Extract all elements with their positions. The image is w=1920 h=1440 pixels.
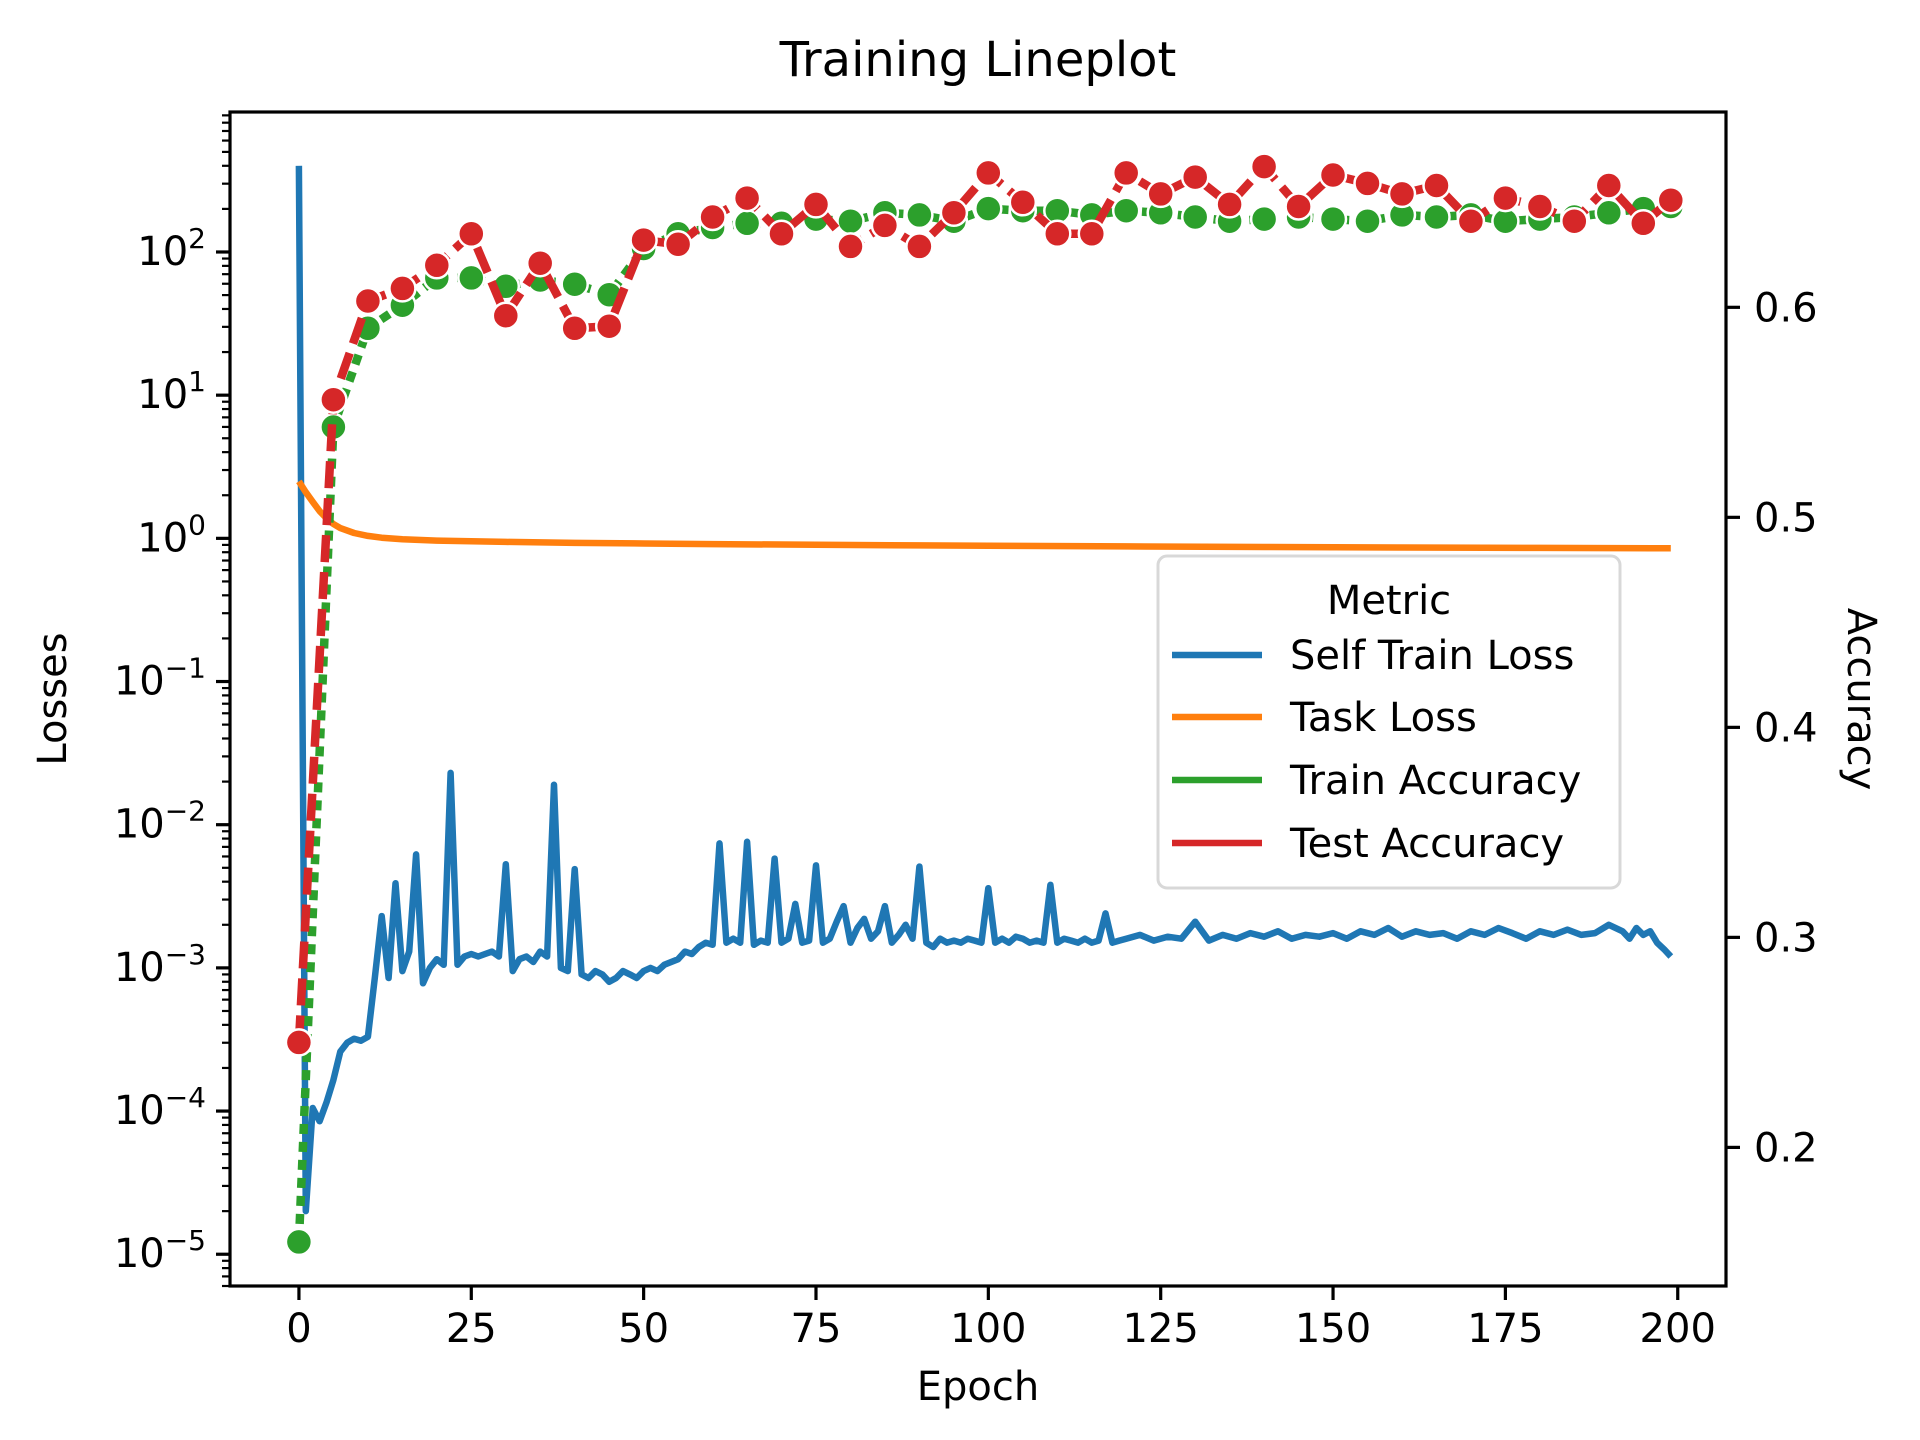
data-point-marker-test-accuracy bbox=[1008, 188, 1038, 217]
series-layer bbox=[284, 152, 1686, 1257]
data-point-marker-test-accuracy bbox=[594, 311, 624, 341]
data-point-marker-test-accuracy bbox=[1629, 209, 1658, 238]
x-axis-tick-label: 200 bbox=[1640, 1306, 1716, 1352]
data-point-marker-test-accuracy bbox=[1456, 206, 1486, 236]
x-axis-tick-label: 125 bbox=[1123, 1306, 1199, 1352]
data-point-marker-test-accuracy bbox=[1318, 160, 1348, 190]
data-point-marker-test-accuracy bbox=[1077, 219, 1107, 249]
data-point-marker-test-accuracy bbox=[353, 286, 383, 316]
y-right-tick-label: 0.3 bbox=[1754, 915, 1818, 961]
y-right-tick-label: 0.5 bbox=[1754, 495, 1818, 541]
data-point-marker-train-accuracy bbox=[1180, 202, 1210, 232]
y-right-tick-label: 0.2 bbox=[1754, 1125, 1818, 1171]
data-point-marker-train-accuracy bbox=[1111, 196, 1141, 225]
series-line-task-loss bbox=[296, 479, 1671, 552]
data-point-marker-test-accuracy bbox=[457, 219, 486, 249]
data-point-marker-test-accuracy bbox=[1656, 185, 1686, 215]
data-point-marker-train-accuracy bbox=[1353, 206, 1382, 236]
x-axis-label: Epoch bbox=[917, 1364, 1039, 1410]
data-point-marker-test-accuracy bbox=[974, 158, 1003, 188]
data-point-marker-test-accuracy bbox=[698, 202, 727, 232]
x-axis-tick-label: 50 bbox=[618, 1306, 669, 1352]
axes-spines bbox=[228, 110, 1728, 1288]
legend-item-train-accuracy: Train Accuracy bbox=[1172, 758, 1581, 804]
legend-label-self-train-loss: Self Train Loss bbox=[1290, 633, 1574, 679]
data-point-marker-test-accuracy bbox=[422, 251, 452, 280]
x-axis-tick-label: 175 bbox=[1467, 1306, 1543, 1352]
data-point-marker-test-accuracy bbox=[1525, 192, 1555, 221]
data-point-marker-test-accuracy bbox=[1215, 190, 1244, 219]
data-point-marker-test-accuracy bbox=[284, 1028, 314, 1057]
legend-item-test-accuracy: Test Accuracy bbox=[1172, 821, 1564, 867]
data-point-marker-train-accuracy bbox=[457, 263, 486, 293]
data-point-marker-train-accuracy bbox=[974, 194, 1003, 223]
y-left-tick-label: 10−5 bbox=[114, 1224, 206, 1277]
data-point-marker-train-accuracy bbox=[560, 269, 589, 299]
x-axis-tick-label: 75 bbox=[791, 1306, 842, 1352]
data-point-marker-test-accuracy bbox=[1560, 206, 1589, 236]
data-point-marker-test-accuracy bbox=[560, 314, 589, 343]
data-point-marker-test-accuracy bbox=[1353, 169, 1382, 198]
y-left-tick-label: 10−4 bbox=[114, 1081, 206, 1134]
legend-label-train-accuracy: Train Accuracy bbox=[1289, 758, 1581, 804]
data-point-marker-train-accuracy bbox=[1318, 204, 1348, 234]
data-point-marker-test-accuracy bbox=[1284, 192, 1313, 221]
data-point-marker-test-accuracy bbox=[905, 232, 934, 261]
x-axis-tick-label: 25 bbox=[446, 1306, 497, 1352]
data-point-marker-test-accuracy bbox=[1180, 162, 1210, 192]
data-point-marker-test-accuracy bbox=[1422, 171, 1451, 200]
legend-label-test-accuracy: Test Accuracy bbox=[1289, 821, 1564, 867]
data-point-marker-test-accuracy bbox=[767, 219, 796, 249]
legend: Metric Self Train Loss Task Loss Train A… bbox=[1156, 554, 1622, 890]
data-point-marker-train-accuracy bbox=[284, 1227, 314, 1257]
x-axis-tick-label: 100 bbox=[950, 1306, 1026, 1352]
plot-area: 0 25 50 75 100 125 150 175 200 102 101 100 10−1 10−2 1… bbox=[114, 110, 1818, 1352]
data-point-marker-train-accuracy bbox=[1249, 204, 1279, 234]
data-point-marker-test-accuracy bbox=[629, 225, 658, 255]
y-left-tick-label: 101 bbox=[137, 365, 206, 418]
data-point-marker-test-accuracy bbox=[836, 232, 865, 261]
data-point-marker-test-accuracy bbox=[663, 230, 693, 259]
x-axis-tick-label: 0 bbox=[286, 1306, 311, 1352]
legend-box bbox=[1156, 554, 1622, 890]
data-point-marker-test-accuracy bbox=[1249, 152, 1279, 181]
data-point-marker-train-accuracy bbox=[905, 200, 934, 230]
data-point-marker-test-accuracy bbox=[1491, 183, 1520, 213]
data-point-marker-test-accuracy bbox=[870, 211, 900, 240]
y-axis-label-right: Accuracy bbox=[1838, 608, 1884, 791]
data-point-marker-test-accuracy bbox=[1387, 179, 1417, 209]
y-left-tick-label: 100 bbox=[137, 508, 206, 561]
data-point-marker-test-accuracy bbox=[1111, 158, 1141, 188]
y-left-tick-label: 10−3 bbox=[114, 938, 206, 991]
legend-item-self-train-loss: Self Train Loss bbox=[1172, 633, 1574, 679]
legend-label-task-loss: Task Loss bbox=[1289, 695, 1477, 741]
y-right-tick-label: 0.4 bbox=[1754, 705, 1818, 751]
data-point-marker-test-accuracy bbox=[1043, 219, 1072, 249]
y-right-tick-label: 0.6 bbox=[1754, 285, 1818, 331]
data-point-marker-test-accuracy bbox=[388, 274, 417, 303]
y-left-tick-label: 102 bbox=[137, 222, 206, 275]
data-point-marker-test-accuracy bbox=[491, 301, 521, 330]
y-left-tick-label: 10−2 bbox=[114, 795, 206, 848]
data-point-marker-test-accuracy bbox=[801, 190, 831, 219]
data-point-marker-test-accuracy bbox=[732, 183, 762, 213]
y-left-tick-label: 10−1 bbox=[114, 652, 206, 705]
x-axis-tick-label: 150 bbox=[1295, 1306, 1371, 1352]
data-point-marker-test-accuracy bbox=[1146, 179, 1175, 209]
data-point-marker-test-accuracy bbox=[1594, 171, 1624, 200]
data-point-marker-test-accuracy bbox=[525, 248, 555, 278]
data-point-marker-test-accuracy bbox=[939, 198, 969, 228]
series-line-self-train-loss bbox=[295, 165, 1674, 1215]
legend-item-task-loss: Task Loss bbox=[1172, 695, 1477, 741]
legend-title: Metric bbox=[1327, 578, 1451, 624]
chart-title: Training Lineplot bbox=[779, 32, 1177, 88]
data-point-marker-test-accuracy bbox=[319, 385, 348, 414]
data-point-marker-train-accuracy bbox=[732, 209, 762, 238]
data-point-marker-train-accuracy bbox=[1422, 202, 1451, 232]
y-axis-label-left: Losses bbox=[30, 632, 76, 765]
data-point-marker-train-accuracy bbox=[836, 206, 865, 236]
data-point-marker-train-accuracy bbox=[1594, 198, 1624, 228]
